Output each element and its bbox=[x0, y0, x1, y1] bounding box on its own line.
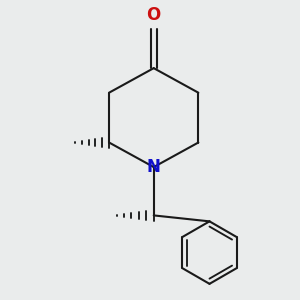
Text: O: O bbox=[147, 6, 161, 24]
Text: N: N bbox=[147, 158, 161, 176]
